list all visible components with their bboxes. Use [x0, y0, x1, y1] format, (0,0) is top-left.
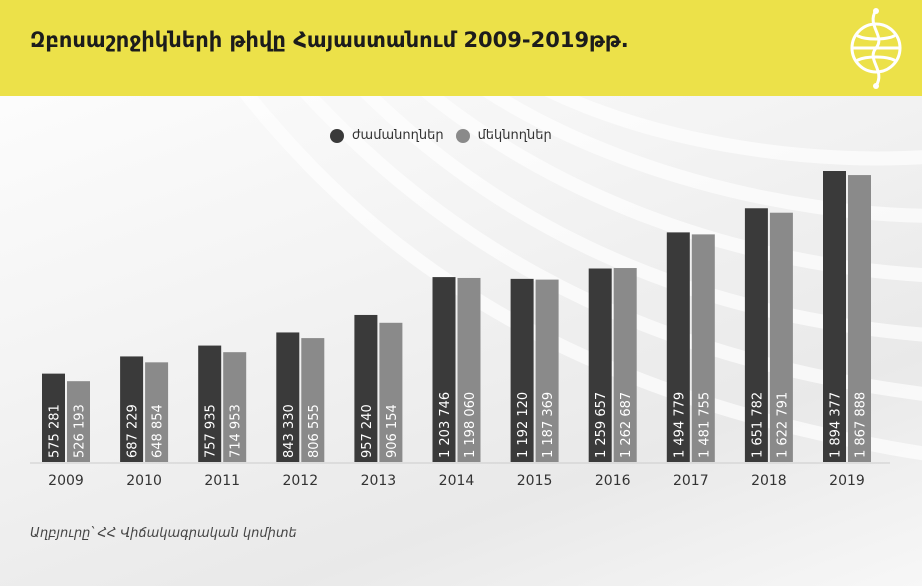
- data-label-departures-2016: 1 262 687: [619, 392, 634, 458]
- legend-item-arrivals: ժամանողներ: [330, 128, 444, 143]
- data-label-arrivals-2010: 687 229: [126, 404, 141, 458]
- bar-arrivals-2013: [354, 314, 378, 462]
- bar-arrivals-2010: [120, 356, 144, 462]
- x-tick-label-2019: 2019: [829, 473, 865, 489]
- header-banner: Զբոսաշրջիկների թիվը Հայաստանում 2009-201…: [0, 0, 922, 96]
- bar-arrivals-2012: [276, 332, 300, 462]
- bar-departures-2010: [145, 362, 169, 462]
- bar-departures-2011: [223, 352, 247, 462]
- data-label-departures-2011: 714 953: [229, 404, 244, 458]
- bar-departures-2019: [848, 175, 871, 462]
- x-tick-labels: 2009 2010 2011 2012 2013 2014 2015 2016 2017 2018…: [48, 473, 865, 489]
- bar-arrivals-2016: [588, 268, 612, 462]
- data-label-departures-2012: 806 555: [307, 404, 322, 458]
- bar-arrivals-2018: [744, 208, 768, 462]
- bar-departures-2009: [67, 381, 90, 462]
- data-label-departures-2019: 1 867 888: [854, 392, 869, 458]
- legend-swatch-departures: [455, 128, 470, 143]
- bar-departures-2016: [613, 268, 637, 462]
- bar-departures-2012: [301, 338, 325, 462]
- data-label-arrivals-2018: 1 651 782: [750, 392, 765, 458]
- data-label-arrivals-2009: 575 281: [48, 404, 63, 458]
- x-tick-label-2010: 2010: [126, 473, 162, 489]
- data-label-departures-2013: 906 154: [385, 404, 400, 458]
- data-label-arrivals-2016: 1 259 657: [594, 392, 609, 458]
- bar-departures-2018: [769, 212, 793, 462]
- x-tick-label-2009: 2009: [48, 473, 84, 489]
- bar-arrivals-2019: [823, 171, 846, 462]
- data-label-arrivals-2013: 957 240: [360, 404, 375, 458]
- bar-departures-2015: [535, 279, 559, 462]
- x-tick-label-2011: 2011: [204, 473, 240, 489]
- legend: ժամանողներ մեկնողներ: [330, 128, 564, 143]
- legend-label-departures: մեկնողներ: [477, 128, 552, 143]
- source-note: Աղբյուրը՝ ՀՀ Վիճակագրական կոմիտե: [30, 526, 297, 541]
- compass-globe-logo-icon: [850, 8, 902, 89]
- bar-chart: 575 281 526 193 687 229 648 854 757 935 714 9…: [30, 171, 890, 489]
- bar-arrivals-2017: [666, 232, 690, 462]
- bar-arrivals-2014: [432, 277, 456, 462]
- data-label-departures-2017: 1 481 755: [697, 392, 712, 458]
- x-tick-label-2014: 2014: [439, 473, 475, 489]
- data-label-departures-2009: 526 193: [73, 404, 88, 458]
- data-label-arrivals-2015: 1 192 120: [516, 392, 531, 458]
- data-label-arrivals-2019: 1 894 377: [829, 392, 844, 458]
- data-label-departures-2018: 1 622 791: [775, 392, 790, 458]
- bar-departures-2013: [379, 322, 403, 462]
- legend-item-departures: մեկնողներ: [455, 128, 552, 143]
- bar-departures-2017: [691, 234, 715, 462]
- x-tick-label-2012: 2012: [282, 473, 318, 489]
- x-tick-label-2018: 2018: [751, 473, 787, 489]
- bar-arrivals-2015: [510, 278, 534, 462]
- data-label-departures-2010: 648 854: [151, 404, 166, 458]
- data-label-arrivals-2017: 1 494 779: [672, 392, 687, 458]
- x-tick-label-2017: 2017: [673, 473, 709, 489]
- x-tick-label-2013: 2013: [361, 473, 397, 489]
- data-label-arrivals-2011: 757 935: [204, 404, 219, 458]
- bar-departures-2014: [457, 277, 481, 462]
- data-label-departures-2015: 1 187 369: [541, 392, 556, 458]
- x-tick-label-2016: 2016: [595, 473, 631, 489]
- chart-title: Զբոսաշրջիկների թիվը Հայաստանում 2009-201…: [30, 28, 629, 52]
- data-label-arrivals-2012: 843 330: [282, 404, 297, 458]
- legend-swatch-arrivals: [330, 128, 344, 143]
- x-tick-label-2015: 2015: [517, 473, 553, 489]
- data-label-departures-2014: 1 198 060: [463, 392, 478, 458]
- bar-arrivals-2009: [42, 373, 65, 462]
- bars-layer: 575 281 526 193 687 229 648 854 757 935 714 9…: [42, 171, 871, 462]
- data-label-arrivals-2014: 1 203 746: [438, 392, 453, 458]
- legend-label-arrivals: ժամանողներ: [352, 128, 444, 143]
- bar-arrivals-2011: [198, 345, 222, 462]
